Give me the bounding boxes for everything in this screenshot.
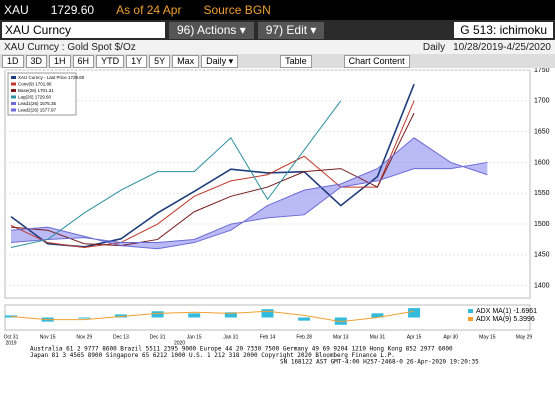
x-tick-label: Oct 31 (4, 334, 19, 340)
legend-label: XAU Curncy - Last Price 1729.60 (18, 75, 85, 80)
series-line (10, 112, 415, 247)
toolbar-button[interactable]: Max (172, 54, 200, 68)
toolbar-button[interactable]: Chart Content (343, 54, 410, 68)
series-line (10, 100, 342, 248)
x-tick-label: Jan 15 (187, 334, 202, 340)
security-input[interactable]: XAU Curncy (2, 22, 165, 38)
y-tick-label: 1700 (534, 98, 550, 105)
legend-swatch (11, 108, 16, 112)
x-tick-label: May 15 (479, 334, 496, 340)
legend-label: Base(26) 1701.31 (18, 88, 54, 93)
header-bar: XAU 1729.60 As of 24 Apr Source BGN (0, 0, 555, 20)
toolbar-button[interactable]: Daily ▾ (201, 54, 239, 68)
toolbar-button[interactable]: 5Y (149, 54, 171, 68)
toolbar-button[interactable]: YTD (96, 54, 125, 68)
toolbar-button[interactable]: 6H (72, 54, 95, 68)
price: 1729.60 (50, 3, 95, 17)
y-tick-label: 1550 (534, 190, 550, 197)
histogram-bar (371, 313, 384, 318)
legend-swatch (11, 102, 16, 105)
footer-line: Australia 61 2 9777 8600 Brazil 5511 239… (30, 346, 453, 353)
panel-legend-swatch (468, 317, 473, 321)
toolbar-button[interactable]: 1D (2, 54, 24, 68)
panel-legend-label: ADX MA(1) -1.6961 (476, 308, 537, 315)
legend-label: Conv(9) 1701.86 (18, 82, 52, 87)
legend-swatch (11, 89, 16, 92)
histogram-bar (261, 309, 274, 318)
x-tick-label: Mar 13 (333, 334, 349, 340)
x-year-label: 2020 (174, 340, 185, 346)
source: Source BGN (203, 3, 271, 17)
x-tick-label: Dec 13 (113, 334, 129, 340)
toolbar: 1D 3D 1H 6H YTD 1Y 5Y Max Daily ▾ Table Chart Cont… (0, 54, 555, 68)
legend-box (7, 72, 77, 116)
histogram-bar (114, 314, 127, 318)
y-tick-label: 1750 (534, 68, 550, 74)
edit-button[interactable]: 97) Edit ▾ (257, 21, 325, 39)
toolbar-button[interactable]: 1Y (126, 54, 148, 68)
actions-button[interactable]: 96) Actions ▾ (169, 21, 254, 39)
series-line (10, 100, 415, 248)
command-bar: XAU Curncy 96) Actions ▾ 97) Edit ▾ G 51… (0, 20, 555, 40)
y-tick-label: 1650 (534, 128, 550, 135)
legend-swatch (11, 82, 16, 86)
legend-swatch (11, 95, 16, 99)
as-of: As of 24 Apr (116, 3, 182, 17)
x-tick-label: Nov 29 (76, 334, 92, 340)
panel-legend-label: ADX MA(9) 5.3996 (476, 316, 535, 323)
cloud (11, 137, 488, 249)
series-line (10, 137, 488, 250)
x-tick-label: Dec 31 (150, 334, 166, 340)
x-tick-label: Nov 15 (40, 334, 56, 340)
legend-label: Lead2(26) 1577.97 (18, 108, 57, 113)
toolbar-button[interactable]: Table (280, 54, 312, 68)
toolbar-button[interactable]: 1H (49, 54, 71, 68)
info-bar: XAU Curncy : Gold Spot $/Oz Daily 10/28/2… (0, 40, 555, 54)
period: Daily (422, 41, 446, 53)
x-tick-label: Apr 30 (443, 334, 458, 340)
y-tick-label: 1450 (534, 252, 550, 259)
date-range: 10/28/2019-4/25/2020 (453, 41, 551, 53)
x-tick-label: Mar 31 (370, 334, 386, 340)
security-name: XAU Curncy : Gold Spot $/Oz (4, 41, 136, 53)
legend-label: Lead1(26) 1575.35 (18, 101, 57, 106)
histogram-bar (408, 308, 421, 318)
histogram-bar (334, 317, 347, 325)
footer-line: SN 168122 AST GMT-4:00 H257-2468-0 26-Ap… (280, 359, 479, 366)
signal-line (10, 310, 415, 323)
x-tick-label: May 29 (516, 334, 533, 340)
panel-legend-swatch (468, 309, 473, 313)
histogram-bar (224, 312, 237, 318)
x-tick-label: Feb 28 (296, 334, 312, 340)
x-tick-label: Feb 14 (260, 334, 276, 340)
series-line (10, 161, 488, 244)
histogram-bar (151, 311, 164, 318)
ticker: XAU (4, 3, 29, 17)
histogram-bar (78, 317, 91, 319)
legend-swatch (11, 76, 16, 79)
plot-area (4, 69, 531, 299)
toolbar-button[interactable]: 3D (25, 54, 48, 68)
x-tick-label: Apr 15 (407, 334, 422, 340)
y-tick-label: 1400 (534, 283, 550, 290)
x-year-label: 2019 (5, 340, 16, 346)
x-tick-label: Jan 31 (223, 334, 238, 340)
histogram-bar (188, 313, 201, 318)
page-name: G 513: ichimoku (454, 22, 553, 38)
panel-area (4, 304, 531, 331)
y-tick-label: 1500 (534, 221, 550, 228)
legend-label: Lag(26) 1729.60 (18, 95, 52, 100)
chart: 1400 1450 1500 1550 1600 1650 1700 1750 ADX MA(1… (4, 67, 550, 366)
y-tick-label: 1600 (534, 159, 550, 166)
histogram-bar (298, 317, 311, 321)
footer-line: Japan 81 3 4565 8900 Singapore 65 6212 1… (30, 352, 395, 359)
